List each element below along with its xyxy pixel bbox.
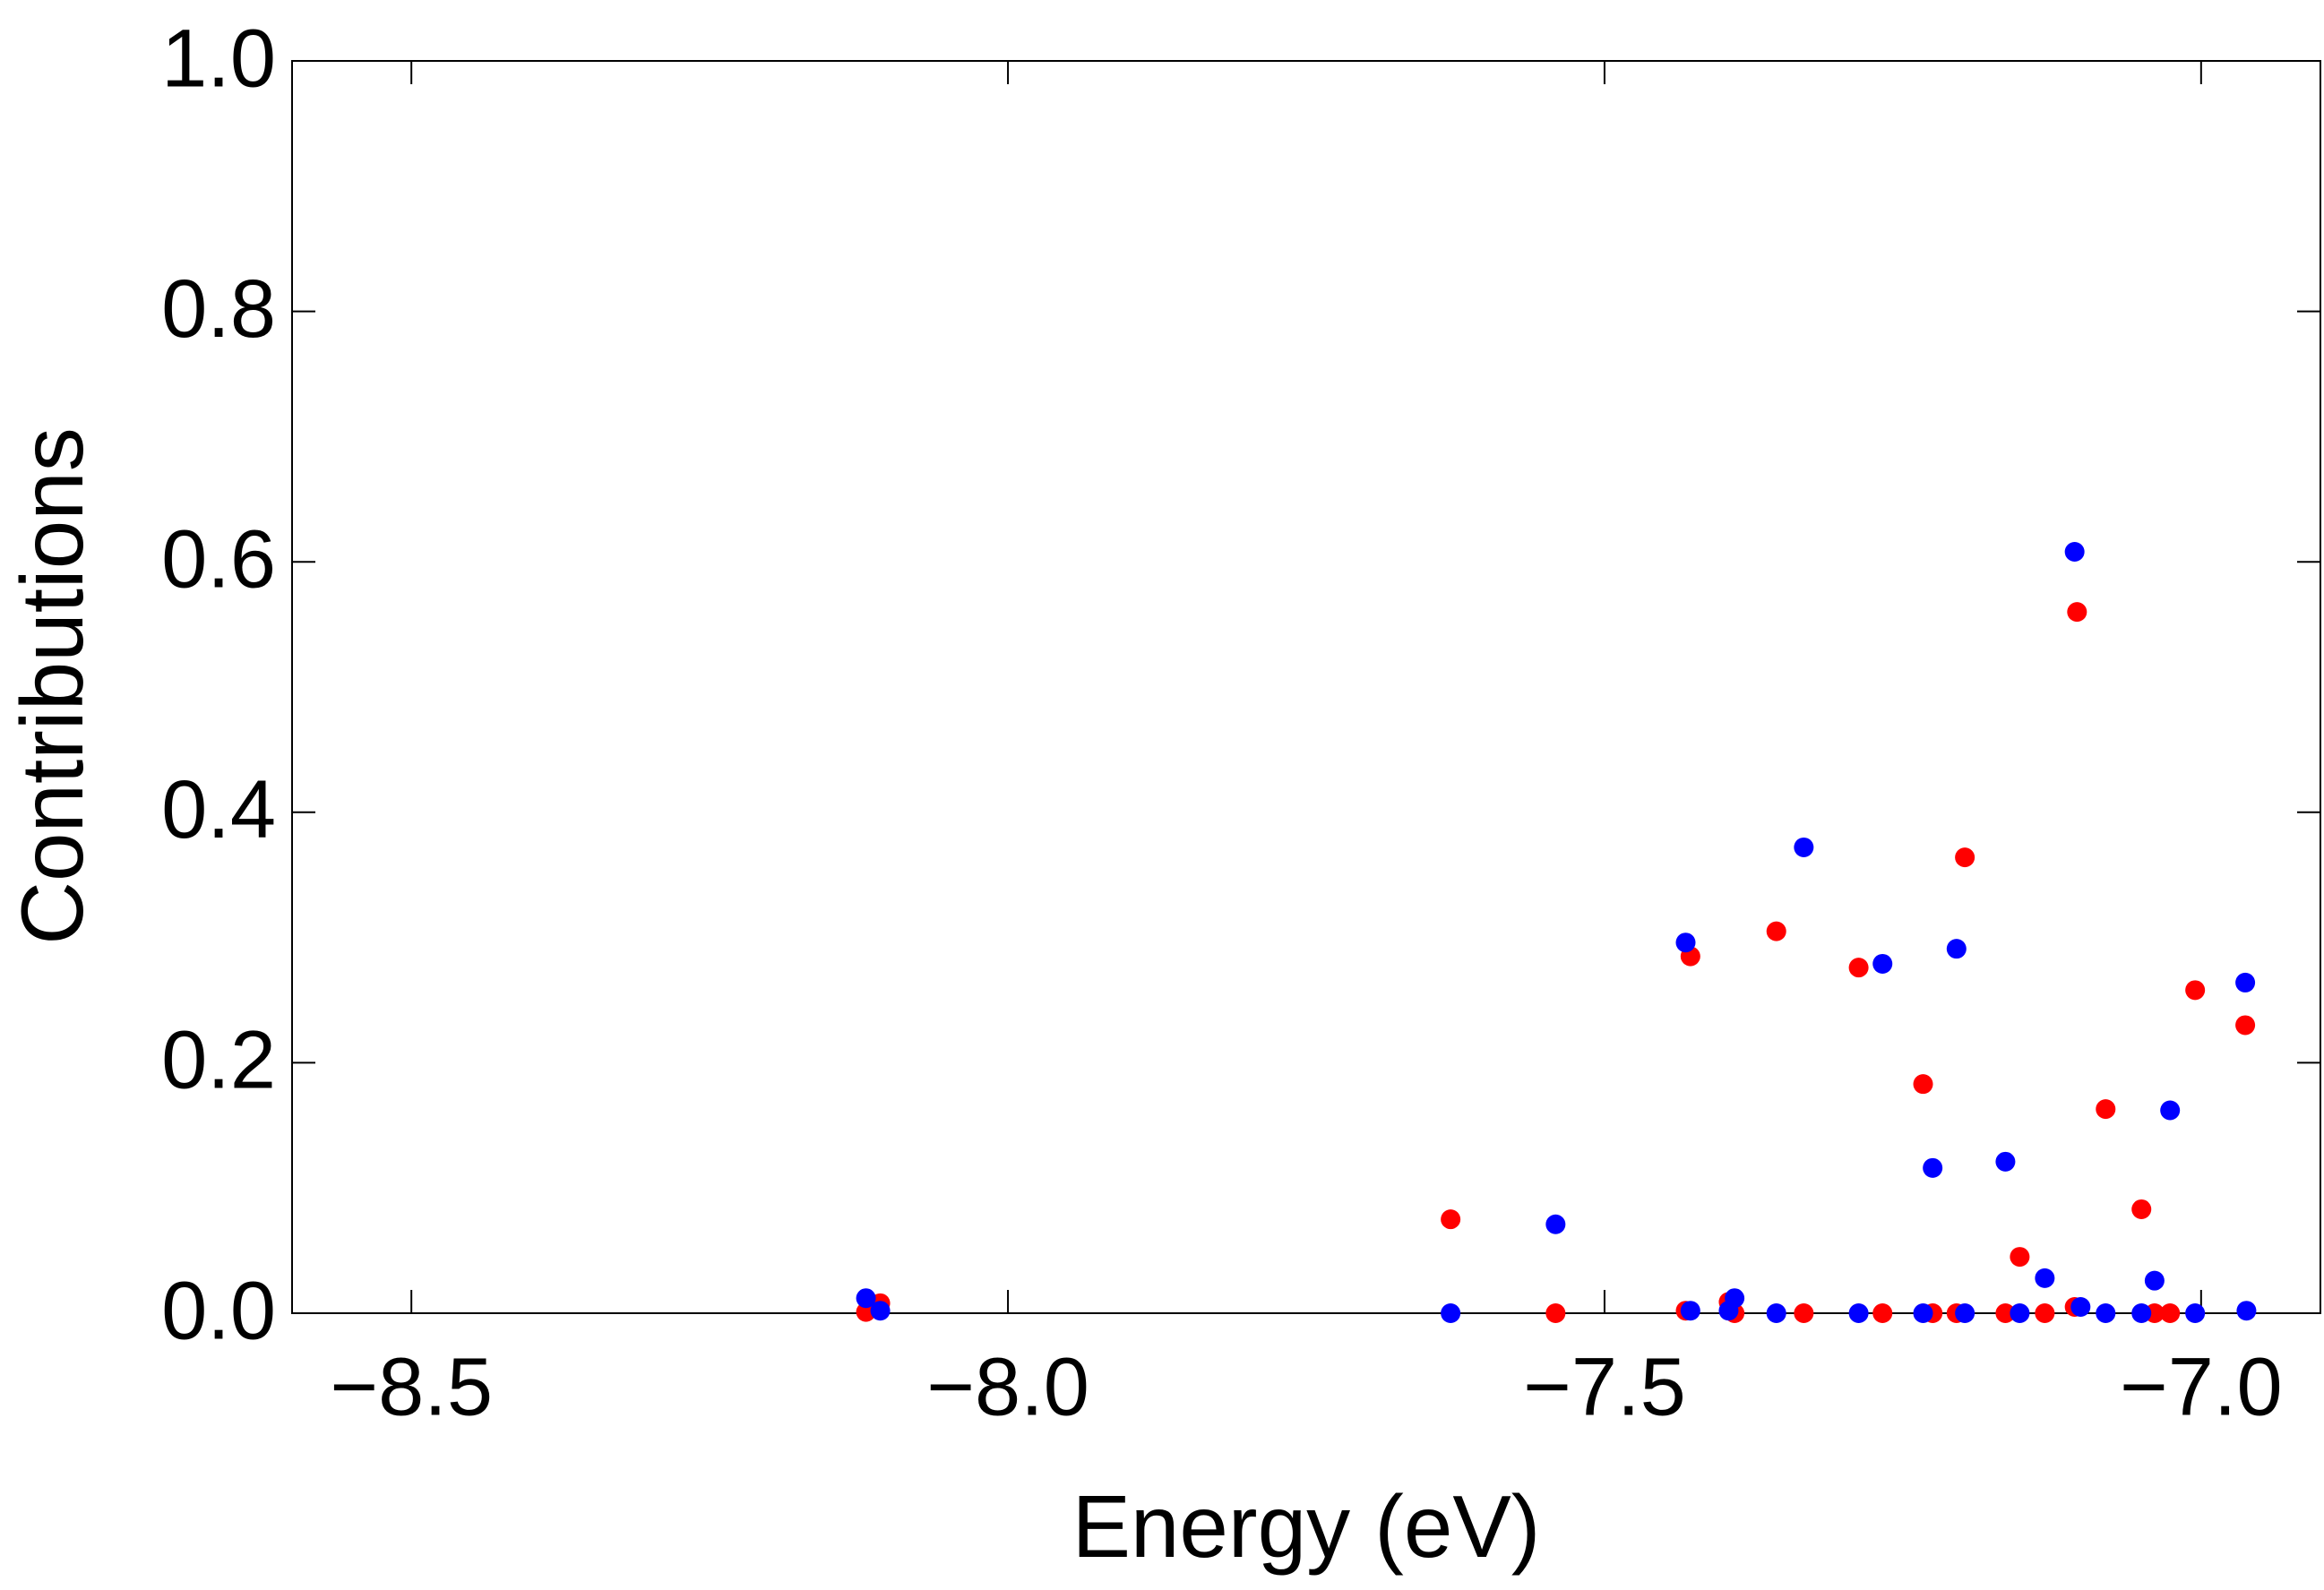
point xyxy=(1955,1303,1975,1323)
point xyxy=(1675,933,1696,953)
point xyxy=(1848,958,1869,978)
point xyxy=(2144,1270,2165,1291)
plot-frame xyxy=(291,60,2321,1314)
point xyxy=(1794,1303,1814,1323)
point xyxy=(1955,847,1975,868)
x-axis-title: Energy (eV) xyxy=(1072,1477,1541,1576)
point xyxy=(2160,1100,2181,1121)
point xyxy=(856,1302,876,1322)
point xyxy=(1680,1301,1700,1321)
point xyxy=(2131,1199,2152,1219)
point xyxy=(2096,1099,2116,1120)
point xyxy=(2096,1303,2116,1323)
point xyxy=(1794,837,1814,857)
x-tick-label: −8.0 xyxy=(926,1341,1089,1432)
x-tick-label: −8.5 xyxy=(330,1341,493,1432)
y-tick-label: 1.0 xyxy=(161,13,276,104)
y-tick-label: 0.0 xyxy=(161,1265,276,1356)
point xyxy=(2185,980,2206,1001)
y-tick-label: 0.4 xyxy=(161,764,276,855)
y-tick-label: 0.2 xyxy=(161,1015,276,1106)
point xyxy=(1995,1151,2016,1172)
point xyxy=(1872,1303,1893,1323)
point xyxy=(1913,1074,1933,1095)
x-tick-label: −7.0 xyxy=(2120,1341,2283,1432)
point xyxy=(2185,1303,2206,1323)
point xyxy=(1441,1303,1461,1323)
point xyxy=(2010,1303,2030,1323)
y-axis-title: Contributions xyxy=(3,427,101,944)
point xyxy=(2035,1268,2055,1288)
point xyxy=(2235,1015,2256,1036)
point xyxy=(1872,953,1893,974)
point xyxy=(2035,1303,2055,1323)
point xyxy=(2067,602,2087,623)
point xyxy=(1545,1303,1566,1323)
point xyxy=(1766,921,1786,941)
point xyxy=(2070,1297,2091,1318)
point xyxy=(1725,1288,1745,1309)
point xyxy=(870,1301,891,1321)
point xyxy=(1946,939,1967,959)
point xyxy=(2010,1247,2030,1268)
point xyxy=(1995,1303,2016,1323)
point xyxy=(2236,1301,2257,1321)
point xyxy=(1923,1157,1943,1178)
point xyxy=(2131,1303,2152,1323)
point xyxy=(1913,1303,1933,1323)
y-tick-label: 0.8 xyxy=(161,263,276,355)
point xyxy=(2160,1303,2181,1323)
y-tick-label: 0.6 xyxy=(161,513,276,605)
point xyxy=(1441,1209,1461,1230)
point xyxy=(2064,542,2085,563)
point xyxy=(1545,1214,1566,1234)
point xyxy=(1766,1303,1786,1323)
point xyxy=(1848,1303,1869,1323)
point xyxy=(856,1288,876,1309)
point xyxy=(2235,972,2256,993)
x-tick-label: −7.5 xyxy=(1523,1341,1686,1432)
